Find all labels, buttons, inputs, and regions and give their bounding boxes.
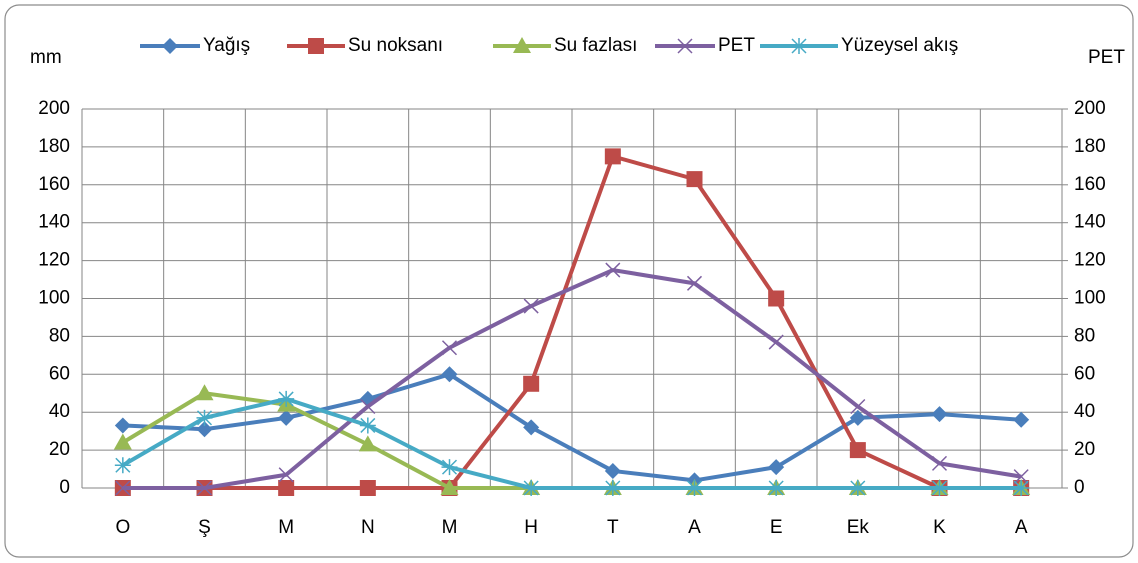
marker bbox=[1013, 469, 1029, 485]
marker bbox=[849, 442, 866, 459]
marker bbox=[441, 366, 458, 383]
y2-tick-label: 180 bbox=[1074, 136, 1106, 157]
marker bbox=[359, 480, 376, 496]
marker bbox=[196, 409, 213, 426]
x-tick-label: Ek bbox=[847, 517, 870, 538]
marker bbox=[686, 480, 703, 496]
y2-tick-label: 120 bbox=[1074, 250, 1106, 271]
marker bbox=[768, 334, 784, 350]
y2-tick-label: 140 bbox=[1074, 212, 1106, 233]
y-tick-label: 200 bbox=[38, 98, 70, 119]
marker bbox=[440, 479, 459, 495]
marker bbox=[113, 433, 132, 450]
marker bbox=[1013, 480, 1030, 496]
marker bbox=[441, 459, 458, 476]
legend-label: Su fazlası bbox=[554, 35, 637, 56]
marker bbox=[513, 37, 531, 53]
marker bbox=[604, 480, 621, 496]
marker bbox=[686, 171, 703, 188]
marker bbox=[278, 467, 294, 483]
marker bbox=[523, 375, 540, 392]
marker bbox=[677, 38, 693, 54]
marker bbox=[114, 457, 131, 474]
x-tick-label: A bbox=[688, 517, 701, 538]
marker bbox=[768, 290, 785, 307]
y-tick-label: 0 bbox=[59, 477, 70, 498]
marker bbox=[931, 455, 948, 471]
marker bbox=[196, 480, 213, 496]
y-tick-label: 80 bbox=[49, 325, 70, 346]
marker bbox=[278, 480, 295, 496]
x-tick-label: M bbox=[442, 517, 458, 538]
marker bbox=[849, 480, 866, 496]
x-tick-label: A bbox=[1015, 517, 1028, 538]
x-tick-label: Ş bbox=[198, 517, 211, 538]
x-tick-label: K bbox=[933, 517, 946, 538]
y2-tick-label: 100 bbox=[1074, 288, 1106, 309]
x-tick-label: N bbox=[361, 517, 375, 538]
marker bbox=[1013, 411, 1030, 428]
y-tick-label: 120 bbox=[38, 250, 70, 271]
marker bbox=[931, 480, 948, 496]
marker bbox=[850, 398, 866, 415]
marker bbox=[605, 262, 621, 278]
marker bbox=[791, 38, 807, 54]
x-tick-label: H bbox=[524, 517, 538, 538]
y2-tick-label: 60 bbox=[1074, 363, 1095, 384]
marker bbox=[441, 340, 458, 356]
marker bbox=[604, 462, 621, 479]
legend-label: Yüzeysel akış bbox=[841, 35, 958, 56]
y2-axis-label: PET bbox=[1088, 47, 1125, 68]
y-tick-label: 40 bbox=[49, 401, 70, 422]
legend-label: PET bbox=[718, 35, 755, 56]
legend-label: Yağış bbox=[203, 35, 250, 56]
y2-tick-label: 200 bbox=[1074, 98, 1106, 119]
marker bbox=[358, 435, 377, 452]
marker bbox=[114, 417, 131, 434]
marker bbox=[278, 409, 295, 426]
y2-tick-label: 20 bbox=[1074, 439, 1095, 460]
y2-tick-label: 40 bbox=[1074, 401, 1095, 422]
y-tick-label: 60 bbox=[49, 363, 70, 384]
marker bbox=[278, 390, 295, 407]
x-tick-label: M bbox=[278, 517, 294, 538]
y-axis-label: mm bbox=[30, 47, 62, 68]
marker bbox=[196, 421, 213, 438]
marker bbox=[931, 406, 948, 423]
series-line bbox=[121, 396, 1022, 490]
marker bbox=[768, 459, 785, 476]
y-tick-label: 20 bbox=[49, 439, 70, 460]
y-tick-label: 100 bbox=[38, 288, 70, 309]
marker bbox=[359, 417, 376, 434]
marker bbox=[162, 38, 178, 54]
marker bbox=[308, 38, 324, 54]
y-tick-label: 140 bbox=[38, 212, 70, 233]
marker bbox=[523, 480, 540, 496]
series-line bbox=[122, 154, 1022, 490]
series-line bbox=[122, 268, 1022, 490]
y2-tick-label: 80 bbox=[1074, 325, 1095, 346]
y2-tick-label: 160 bbox=[1074, 174, 1106, 195]
y2-tick-label: 0 bbox=[1074, 477, 1085, 498]
x-tick-label: O bbox=[115, 517, 130, 538]
marker bbox=[768, 480, 785, 496]
marker bbox=[849, 409, 866, 426]
marker bbox=[523, 419, 540, 436]
legend-label: Su noksanı bbox=[348, 35, 443, 56]
x-tick-label: E bbox=[770, 517, 783, 538]
x-tick-label: T bbox=[607, 517, 619, 538]
marker bbox=[360, 398, 376, 415]
marker bbox=[523, 298, 539, 314]
marker bbox=[115, 480, 131, 496]
y-tick-label: 160 bbox=[38, 174, 70, 195]
marker bbox=[686, 275, 703, 291]
y-tick-label: 180 bbox=[38, 136, 70, 157]
marker bbox=[195, 384, 214, 401]
marker bbox=[604, 148, 621, 165]
